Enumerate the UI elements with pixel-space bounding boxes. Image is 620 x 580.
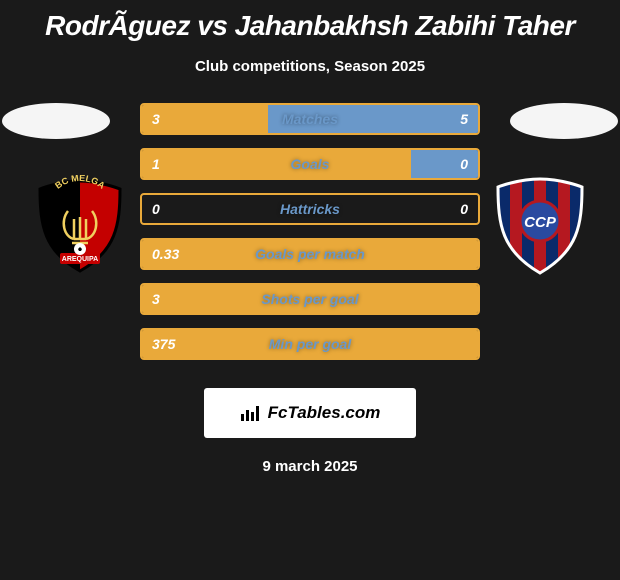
right-club-badge: CCP — [490, 175, 590, 275]
stat-value-left: 3 — [152, 291, 160, 307]
cerro-badge-icon: CCP — [490, 175, 590, 275]
stat-fill-left — [142, 150, 411, 178]
stat-value-right: 5 — [460, 111, 468, 127]
brand-text: FcTables.com — [268, 403, 381, 423]
page-subtitle: Club competitions, Season 2025 — [0, 58, 620, 75]
date-label: 9 march 2025 — [0, 458, 620, 475]
stat-row: 0 Hattricks 0 — [140, 193, 480, 225]
page-title: RodrÃ­guez vs Jahanbakhsh Zabihi Taher — [0, 10, 620, 42]
stat-value-right: 0 — [460, 156, 468, 172]
stat-label: Min per goal — [269, 336, 351, 352]
bar-chart-icon — [240, 404, 262, 422]
stat-value-left: 0.33 — [152, 246, 179, 262]
stat-row: 1 Goals 0 — [140, 148, 480, 180]
stats-column: 3 Matches 5 1 Goals 0 0 Hattricks 0 0.33 Goals per… — [140, 103, 480, 360]
right-player-column: CCP — [480, 103, 600, 275]
stat-row: 0.33 Goals per match — [140, 238, 480, 270]
svg-text:CCP: CCP — [524, 214, 557, 231]
comparison-panel: BC MELGA AREQUIPA — [0, 103, 620, 360]
stat-label: Goals — [291, 156, 330, 172]
stat-row: 3 Shots per goal — [140, 283, 480, 315]
left-player-silhouette — [2, 103, 110, 139]
stat-label: Shots per goal — [261, 291, 358, 307]
stat-row: 3 Matches 5 — [140, 103, 480, 135]
svg-text:AREQUIPA: AREQUIPA — [62, 256, 98, 263]
stat-value-right: 0 — [460, 201, 468, 217]
stat-value-left: 3 — [152, 111, 160, 127]
stat-label: Matches — [282, 111, 338, 127]
left-club-badge: BC MELGA AREQUIPA — [30, 175, 130, 275]
right-player-silhouette — [510, 103, 618, 139]
left-player-column: BC MELGA AREQUIPA — [20, 103, 140, 275]
stat-label: Hattricks — [280, 201, 340, 217]
stat-value-left: 0 — [152, 201, 160, 217]
brand-attribution: FcTables.com — [204, 388, 416, 438]
stat-fill-left — [142, 105, 268, 133]
stat-value-left: 1 — [152, 156, 160, 172]
stat-row: 375 Min per goal — [140, 328, 480, 360]
melgar-badge-icon: BC MELGA AREQUIPA — [30, 175, 130, 275]
stat-value-left: 375 — [152, 336, 175, 352]
stat-label: Goals per match — [255, 246, 365, 262]
